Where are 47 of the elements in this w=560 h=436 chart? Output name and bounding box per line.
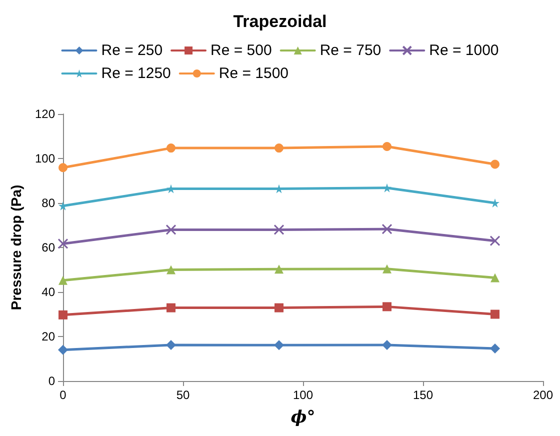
point (490, 273, 500, 282)
x-tick-label: 150 (412, 388, 434, 402)
point (58, 344, 68, 355)
y-tick-label: 0 (48, 374, 56, 388)
point (490, 160, 500, 169)
point (166, 224, 176, 235)
point (58, 163, 68, 172)
chart-title: Trapezoidal (233, 12, 327, 31)
point (58, 238, 68, 249)
x-tick-label: 50 (176, 388, 190, 402)
point (490, 310, 500, 319)
legend-label: Re = 750 (320, 42, 382, 59)
point (58, 276, 68, 285)
y-tick-label: 40 (42, 285, 56, 299)
point (274, 340, 284, 350)
x-tick-label: 100 (292, 388, 314, 402)
y-tick-label: 100 (34, 152, 56, 166)
point (490, 344, 500, 354)
legend-label: Re = 250 (101, 42, 163, 59)
point (274, 144, 284, 153)
point (382, 224, 392, 234)
point (166, 340, 176, 350)
point (382, 264, 392, 274)
y-tick-label: 80 (42, 196, 56, 210)
y-axis-title: Pressure drop (Pa) (8, 184, 24, 310)
legend-label: Re = 500 (210, 42, 272, 59)
y-tick-label: 120 (34, 107, 56, 121)
legend-label: Re = 1500 (218, 65, 289, 82)
point (58, 310, 68, 320)
y-tick-label: 20 (42, 330, 56, 344)
point (166, 265, 176, 274)
point (382, 340, 392, 350)
point (382, 183, 392, 192)
legend-label: Re = 1250 (101, 65, 171, 82)
legend-label: Re = 1000 (429, 42, 499, 59)
point (274, 264, 284, 274)
point (274, 303, 284, 312)
y-tick-label: 60 (42, 240, 56, 254)
x-tick-label: 0 (60, 388, 67, 402)
point (490, 236, 500, 246)
point (166, 303, 176, 312)
point (382, 142, 392, 151)
x-axis-title: ϕ° (290, 408, 316, 428)
point (166, 144, 176, 153)
point (382, 302, 392, 312)
point (274, 224, 284, 235)
x-tick-label: 200 (532, 388, 554, 402)
